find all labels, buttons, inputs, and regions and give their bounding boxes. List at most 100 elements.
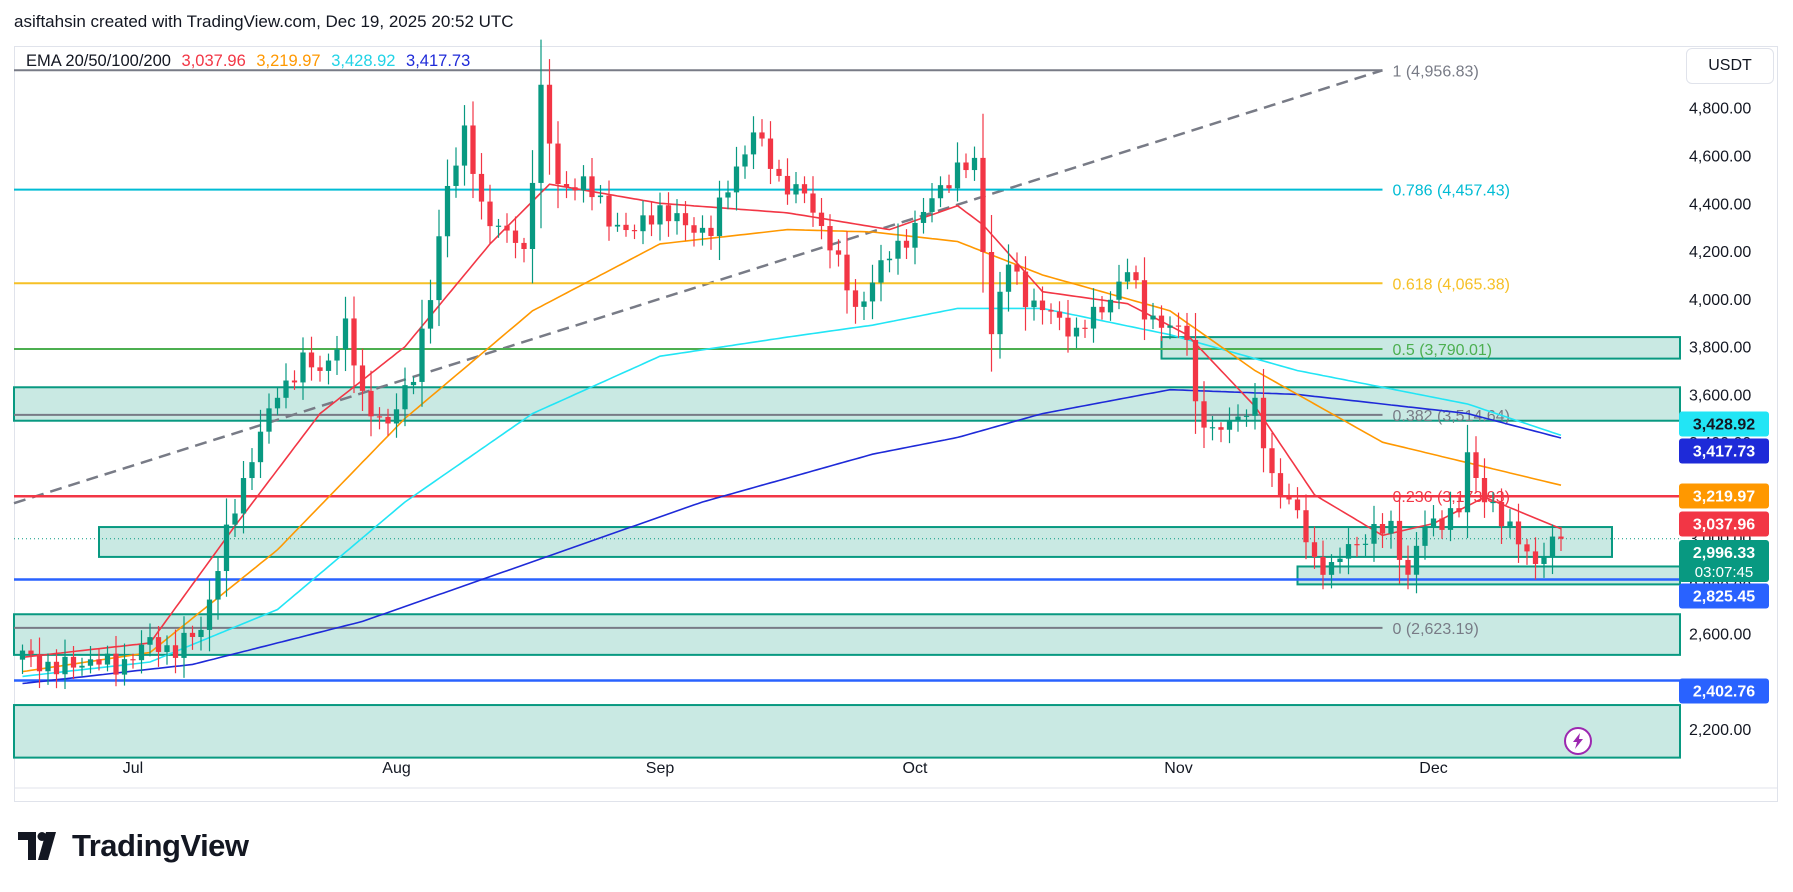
candle-body (657, 205, 663, 225)
candle-body (1090, 306, 1097, 329)
candle-body (937, 185, 944, 199)
ema-legend[interactable]: EMA 20/50/100/200 3,037.96 3,219.97 3,42… (26, 52, 476, 71)
tradingview-logo[interactable]: TradingView (18, 828, 249, 864)
candle-body (784, 175, 791, 195)
candle-body (1549, 536, 1556, 557)
candle-body (351, 318, 357, 366)
axis-layer: JulAugSepOctNovDec2,200.002,600.002,800.… (14, 101, 1778, 789)
candle-body (1405, 559, 1411, 575)
candle-body (767, 138, 774, 169)
zones-layer (13, 336, 1681, 759)
candle-body (1031, 300, 1037, 308)
trendline-layer (13, 69, 1383, 505)
candle-body (1481, 477, 1488, 503)
support-zone-bottom (13, 704, 1681, 759)
candle-body (1371, 523, 1377, 544)
chart-attribution: asiftahsin created with TradingView.com,… (14, 12, 514, 31)
candle-body (920, 211, 927, 223)
candle-body (359, 365, 366, 391)
candle-body (750, 132, 757, 155)
x-tick-label: Oct (903, 760, 928, 777)
y-tick-label: 4,200.00 (1689, 244, 1751, 261)
candle-body (113, 653, 119, 675)
candle-body (563, 184, 570, 188)
chart-frame (14, 46, 1778, 802)
price-label-text: 3,219.97 (1693, 489, 1755, 506)
candle-body (368, 390, 374, 417)
candle-body (716, 197, 723, 237)
x-tick-label: Jul (123, 760, 143, 777)
candle-body (512, 230, 519, 243)
candle-body (283, 380, 289, 398)
candle-body (818, 212, 825, 227)
flash-icon[interactable] (1564, 727, 1592, 755)
x-tick-label: Dec (1419, 760, 1447, 777)
candle-body (1524, 544, 1530, 552)
ema-200-value: 3,417.73 (406, 52, 471, 70)
candle-body (402, 385, 408, 410)
candle-body (801, 184, 808, 194)
candle-body (1243, 415, 1250, 417)
candle-body (172, 645, 179, 658)
candle-body (810, 193, 816, 213)
currency-button[interactable]: USDT (1686, 48, 1774, 84)
candle-body (28, 650, 34, 655)
candle-body (963, 162, 969, 171)
candle-body (453, 165, 459, 186)
candle-body (419, 328, 425, 382)
fib-level-label: 1 (4,956.83) (1393, 63, 1479, 80)
candle-body (1388, 520, 1394, 534)
candle-body (1294, 499, 1301, 511)
trendline (13, 69, 1383, 505)
candle-body (954, 162, 961, 189)
candle-body (1192, 339, 1199, 402)
candle-body (1422, 527, 1428, 546)
candle-body (1277, 473, 1284, 497)
candle-body (444, 185, 451, 237)
candle-body (461, 125, 468, 166)
price-label-text: 2,402.76 (1693, 684, 1755, 701)
y-tick-label: 2,200.00 (1689, 722, 1751, 739)
ema-layer (22, 183, 1562, 685)
candle-body (1328, 562, 1335, 575)
candle-body (1099, 306, 1105, 313)
candle-body (198, 629, 204, 637)
candle-body (274, 397, 281, 409)
candle-body (1056, 311, 1063, 318)
candle-body (1107, 299, 1114, 313)
candle-body (691, 225, 697, 233)
ema-20-line (22, 183, 1562, 659)
tradingview-wordmark: TradingView (72, 828, 249, 863)
candle-body (291, 380, 298, 383)
candle-body (1252, 397, 1258, 416)
candle-body (308, 352, 315, 368)
candle-body (903, 240, 910, 248)
candle-body (138, 644, 145, 661)
candle-body (852, 290, 859, 307)
candle-body (529, 182, 536, 250)
support-zone-upper (98, 526, 1613, 558)
fib-level-label: 0.786 (4,457.43) (1393, 183, 1510, 200)
candle-body (1456, 508, 1462, 513)
candle-body (1226, 420, 1233, 430)
price-label-text: 3,417.73 (1693, 444, 1755, 461)
candle-body (640, 215, 646, 232)
candle-body (742, 154, 748, 167)
price-label-text: 2,996.33 (1693, 545, 1755, 562)
price-label: 2,996.33 03:07:45 (1679, 540, 1769, 582)
candle-body (759, 132, 765, 139)
candle-body (478, 173, 485, 202)
candle-body (96, 659, 102, 665)
fib-level-label: 0 (2,623.19) (1393, 621, 1479, 638)
candle-body (827, 226, 833, 251)
candle-body (725, 192, 731, 198)
candle-body (1490, 501, 1496, 504)
ema-200-line (22, 388, 1562, 685)
candle-body (504, 225, 510, 231)
ema-100-value: 3,428.92 (331, 52, 396, 70)
candle-body (385, 416, 391, 424)
candle-body (1082, 327, 1088, 329)
y-tick-label: 2,600.00 (1689, 626, 1751, 643)
resistance-zone-top (1160, 336, 1681, 360)
